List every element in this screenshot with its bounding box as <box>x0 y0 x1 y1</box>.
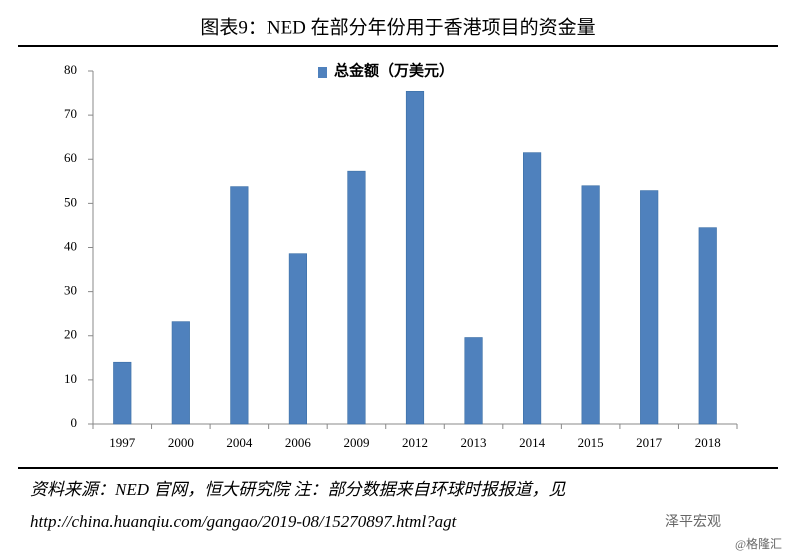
y-tick-label: 30 <box>64 283 77 298</box>
x-tick-label: 2000 <box>168 435 194 450</box>
bar <box>698 227 717 425</box>
bar <box>113 361 132 425</box>
x-tick-label: 2013 <box>461 435 487 450</box>
x-tick-label: 2009 <box>343 435 369 450</box>
chart-title: 图表9：NED 在部分年份用于香港项目的资金量 <box>200 16 595 38</box>
legend-swatch <box>318 67 327 78</box>
y-tick-label: 20 <box>64 327 77 342</box>
source-text: 资料来源：NED 官网，恒大研究院 注：部分数据来自环球时报报道，见 <box>30 480 566 499</box>
bar <box>288 253 307 425</box>
x-tick-label: 2014 <box>519 435 546 450</box>
y-tick-label: 0 <box>71 415 78 430</box>
x-tick-label: 2018 <box>695 435 721 450</box>
y-tick-label: 10 <box>64 371 77 386</box>
x-tick-label: 2006 <box>285 435 312 450</box>
bar <box>464 337 483 425</box>
bar <box>171 321 190 425</box>
bar <box>347 170 366 425</box>
bar <box>523 152 542 425</box>
bar <box>405 90 425 425</box>
x-tick-label: 1997 <box>109 435 136 450</box>
bar <box>640 190 659 425</box>
watermark: @格隆汇 <box>735 536 782 551</box>
y-tick-label: 70 <box>64 106 77 121</box>
source-text: http://china.huanqiu.com/gangao/2019-08/… <box>30 512 458 531</box>
y-tick-label: 80 <box>64 62 77 77</box>
y-tick-label: 40 <box>64 238 77 253</box>
bar <box>230 186 249 425</box>
y-tick-label: 50 <box>64 194 77 209</box>
x-tick-label: 2017 <box>636 435 663 450</box>
x-tick-label: 2004 <box>226 435 253 450</box>
bar <box>581 185 600 425</box>
legend-label: 总金额（万美元） <box>334 61 454 79</box>
x-tick-label: 2012 <box>402 435 428 450</box>
watermark: 泽平宏观 <box>665 514 721 530</box>
x-tick-label: 2015 <box>578 435 604 450</box>
y-tick-label: 60 <box>64 150 77 165</box>
